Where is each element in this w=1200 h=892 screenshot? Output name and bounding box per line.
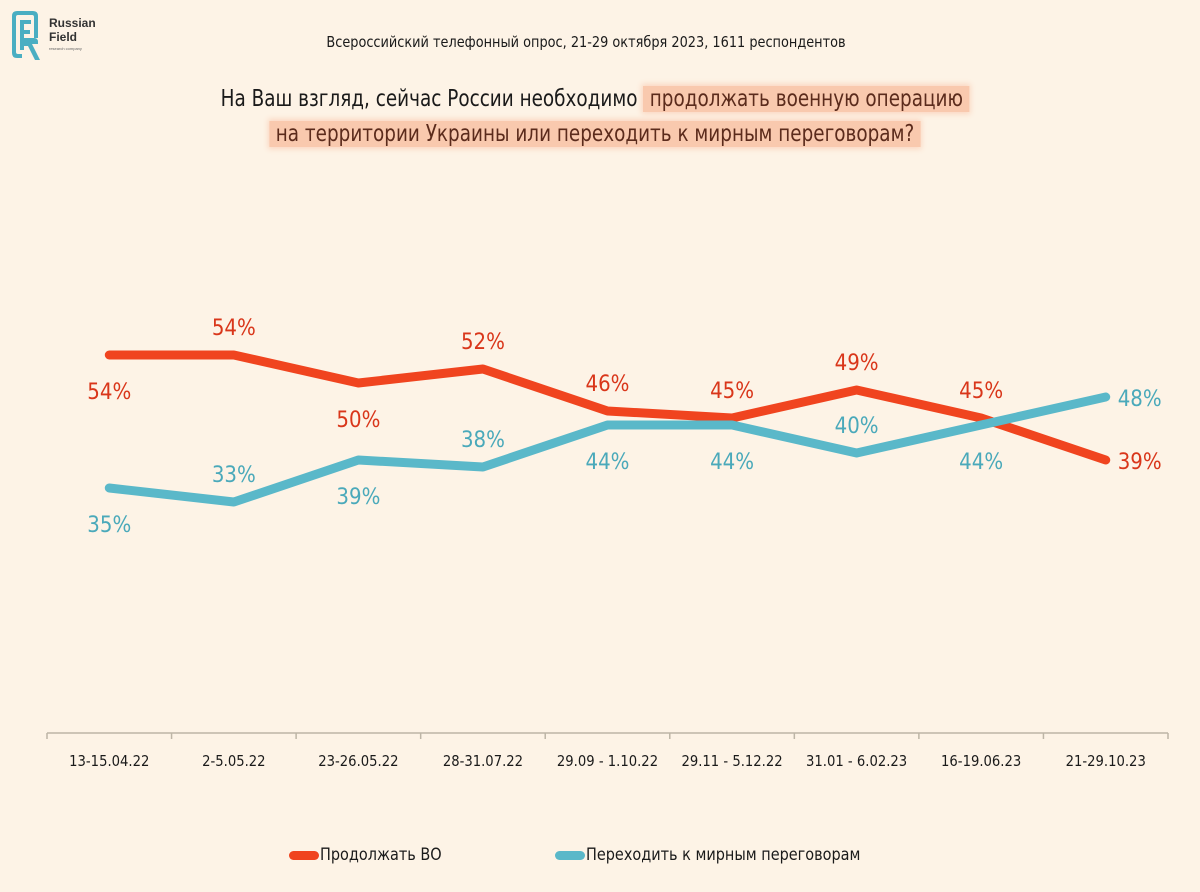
- data-label-continue: 54%: [87, 379, 131, 404]
- x-tick-label: 21-29.10.23: [1066, 753, 1146, 770]
- title-highlight-2: на территории Украины или переходить к м…: [269, 121, 921, 147]
- data-label-continue: 50%: [336, 407, 380, 432]
- data-label-continue: 52%: [461, 329, 505, 354]
- x-tick-label: 2-5.05.22: [202, 753, 265, 770]
- x-tick-label: 31.01 - 6.02.23: [806, 753, 907, 770]
- data-label-negotiate: 44%: [959, 449, 1003, 474]
- x-axis: 13-15.04.22 2-5.05.22 23-26.05.22 28-31.07.…: [46, 732, 1169, 770]
- data-label-negotiate: 38%: [461, 427, 505, 452]
- legend-label-continue: Продолжать ВО: [320, 845, 442, 865]
- data-label-negotiate: 39%: [336, 484, 380, 509]
- x-tick-label: 29.11 - 5.12.22: [681, 753, 782, 770]
- x-tick-label: 28-31.07.22: [443, 753, 523, 770]
- data-label-negotiate: 33%: [212, 462, 256, 487]
- legend-item-continue[interactable]: Продолжать ВО: [289, 845, 463, 865]
- title-plain: На Ваш взгляд, сейчас России необходимо: [220, 86, 644, 112]
- data-label-negotiate: 40%: [835, 413, 879, 438]
- logo-name: Russian Field: [49, 16, 96, 44]
- data-label-negotiate: 35%: [87, 512, 131, 537]
- data-label-continue: 46%: [586, 371, 630, 396]
- x-tick-label: 16-19.06.23: [941, 753, 1021, 770]
- data-label-continue: 45%: [710, 378, 754, 403]
- logo: Russian Field research company: [6, 8, 126, 64]
- chart-title: На Ваш взгляд, сейчас России необходимо …: [119, 82, 1071, 152]
- data-label-continue: 54%: [212, 315, 256, 340]
- x-tick-label: 29.09 - 1.10.22: [557, 753, 658, 770]
- series-line-negotiate: [104, 392, 1111, 507]
- legend-swatch-negotiate: [555, 850, 585, 860]
- logo-name-line1: Russian: [49, 16, 96, 30]
- series-line-continue: [104, 350, 1111, 465]
- legend-item-negotiate[interactable]: Переходить к мирным переговорам: [555, 845, 909, 865]
- legend-swatch-continue: [289, 850, 319, 860]
- series-lines: [104, 350, 1111, 507]
- chart-subtitle: Всероссийский телефонный опрос, 21-29 ок…: [326, 33, 846, 51]
- title-highlight-1: продолжать военную операцию: [643, 86, 970, 112]
- legend-label-negotiate: Переходить к мирным переговорам: [586, 845, 861, 865]
- data-label-negotiate: 44%: [586, 449, 630, 474]
- x-tick-label: 23-26.05.22: [318, 753, 398, 770]
- russian-field-logo-icon: [12, 11, 40, 60]
- legend: Продолжать ВО Переходить к мирным перего…: [0, 845, 1200, 869]
- data-label-continue: 39%: [1118, 449, 1162, 474]
- data-label-continue: 45%: [959, 378, 1003, 403]
- data-labels: 54% 54% 50% 52% 46% 45% 49% 45% 39% 35% 33% 39% 38% 4…: [87, 315, 1161, 537]
- data-label-continue: 49%: [835, 350, 879, 375]
- data-label-negotiate: 44%: [710, 449, 754, 474]
- data-label-negotiate: 48%: [1118, 386, 1162, 411]
- logo-tagline: research company: [49, 46, 82, 51]
- logo-name-line2: Field: [49, 30, 78, 44]
- x-tick-label: 13-15.04.22: [69, 753, 149, 770]
